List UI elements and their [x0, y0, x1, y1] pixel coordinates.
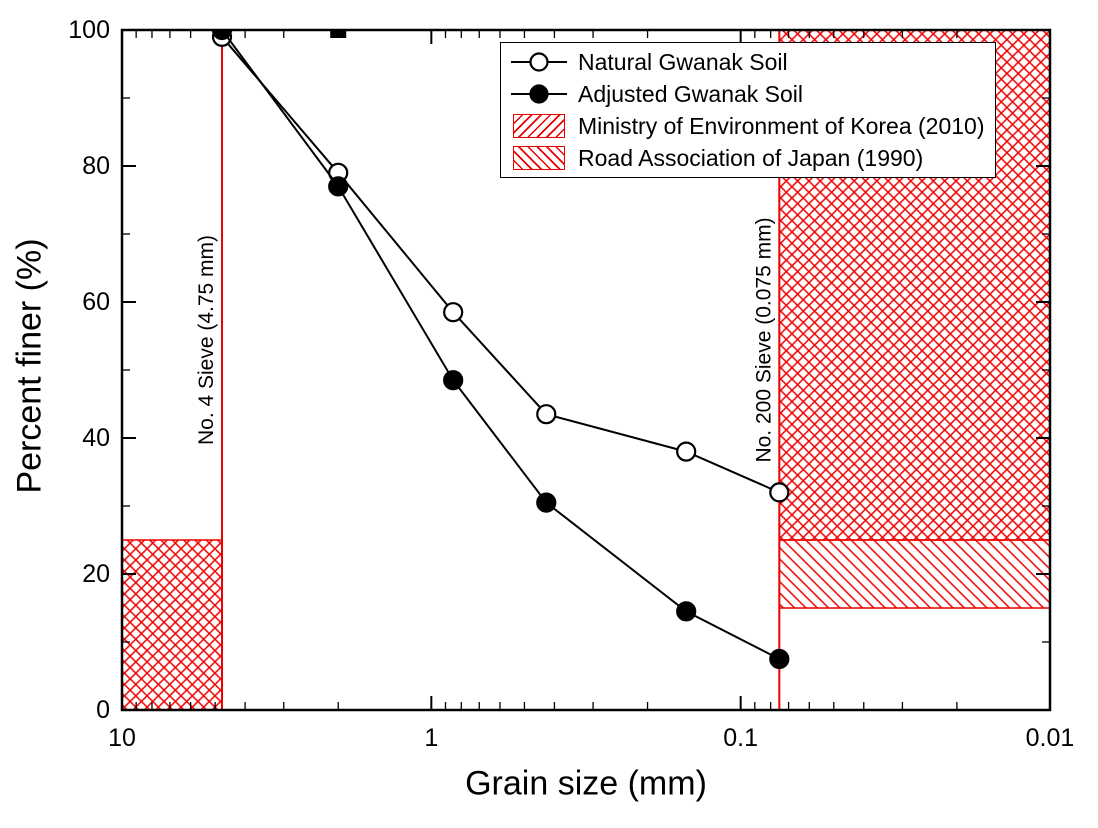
spec-region-fines-side-band — [778, 539, 1051, 609]
open-circle-data-point — [536, 404, 557, 425]
open-circle-data-point — [676, 441, 697, 462]
filled-circle-data-point — [211, 30, 233, 41]
x-tick-label: 10 — [108, 724, 136, 752]
open-circle-data-point — [769, 482, 790, 503]
legend-label-korea: Ministry of Environment of Korea (2010) — [578, 112, 985, 139]
open-circle-line-swatch-svg — [511, 52, 567, 72]
top-edge-marker — [330, 31, 347, 38]
region-back-hatch — [779, 540, 1050, 608]
forward-hatch-swatch-icon — [513, 114, 565, 138]
legend-label-natural: Natural Gwanak Soil — [578, 48, 788, 75]
open-circle-line-swatch-icon — [507, 50, 571, 74]
sieve-line-label: No. 4 Sieve (4.75 mm) — [195, 235, 218, 445]
legend-item-natural-gwanak: Natural Gwanak Soil — [507, 46, 985, 78]
filled-circle-marker-icon — [529, 84, 549, 104]
y-tick-label: 40 — [82, 424, 110, 452]
x-tick-label: 0.1 — [723, 724, 758, 752]
filled-circle-data-point — [443, 370, 464, 391]
filled-circle-line-swatch-icon — [507, 82, 571, 106]
sieve-line-label: No. 200 Sieve (0.075 mm) — [752, 217, 775, 462]
y-tick-label: 100 — [68, 16, 110, 44]
legend-item-japan-road: Road Association of Japan (1990) — [507, 142, 985, 174]
y-tick-label: 80 — [82, 152, 110, 180]
series-layer — [211, 30, 790, 670]
x-axis-title: Grain size (mm) — [465, 764, 707, 803]
region-back-hatch — [122, 540, 223, 710]
legend-item-adjusted-gwanak: Adjusted Gwanak Soil — [507, 78, 985, 110]
x-tick-label: 0.01 — [1026, 724, 1075, 752]
back-hatch-swatch-icon — [513, 146, 565, 170]
legend-label-adjusted: Adjusted Gwanak Soil — [578, 80, 804, 107]
spec-region-coarse-side-band — [121, 539, 223, 711]
legend-item-korea-moe: Ministry of Environment of Korea (2010) — [507, 110, 985, 142]
filled-circle-data-point — [676, 601, 697, 622]
filled-circle-data-point — [328, 176, 349, 197]
open-circle-data-point — [443, 302, 464, 323]
japan-hatch-swatch-wrap — [507, 146, 571, 170]
y-axis-title: Percent finer (%) — [10, 238, 49, 494]
legend: Natural Gwanak Soil Adjusted Gwanak Soil… — [500, 42, 996, 178]
x-tick-label: 1 — [424, 724, 438, 752]
korea-hatch-swatch-wrap — [507, 114, 571, 138]
filled-circle-line-swatch-svg — [511, 84, 567, 104]
legend-label-japan: Road Association of Japan (1990) — [578, 144, 924, 171]
open-circle-marker-icon — [529, 52, 549, 72]
series-line-adjusted — [221, 30, 780, 660]
y-tick-label: 60 — [82, 288, 110, 316]
filled-circle-data-point — [769, 648, 790, 670]
y-tick-label: 0 — [96, 696, 110, 724]
filled-circle-data-point — [536, 492, 557, 513]
y-tick-label: 20 — [82, 560, 110, 588]
series-line-natural — [221, 36, 780, 494]
